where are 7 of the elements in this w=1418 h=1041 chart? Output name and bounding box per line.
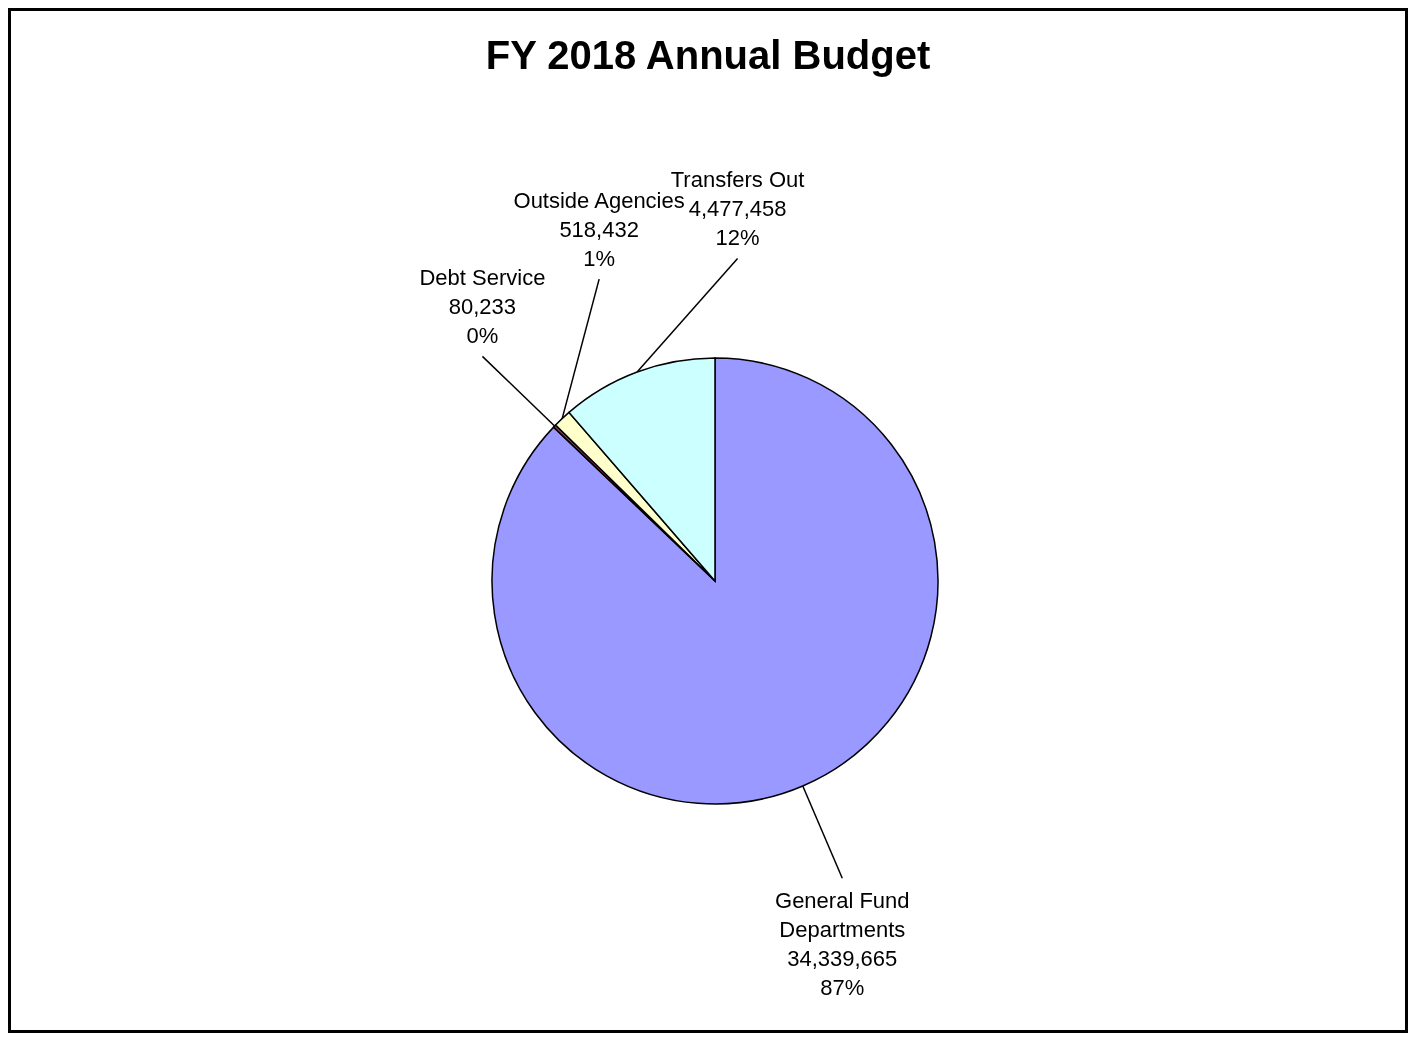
slice-label: Debt Service xyxy=(419,265,546,291)
slice-label: General Fund Departments xyxy=(775,888,910,943)
data-label: 34,339,665 87% xyxy=(787,946,898,1001)
data-label: 518,432 1% xyxy=(559,217,639,272)
data-label: 4,477,458 12% xyxy=(688,196,787,251)
chart-title: FY 2018 Annual Budget xyxy=(484,33,932,78)
data-label: 80,233 0% xyxy=(448,294,517,349)
